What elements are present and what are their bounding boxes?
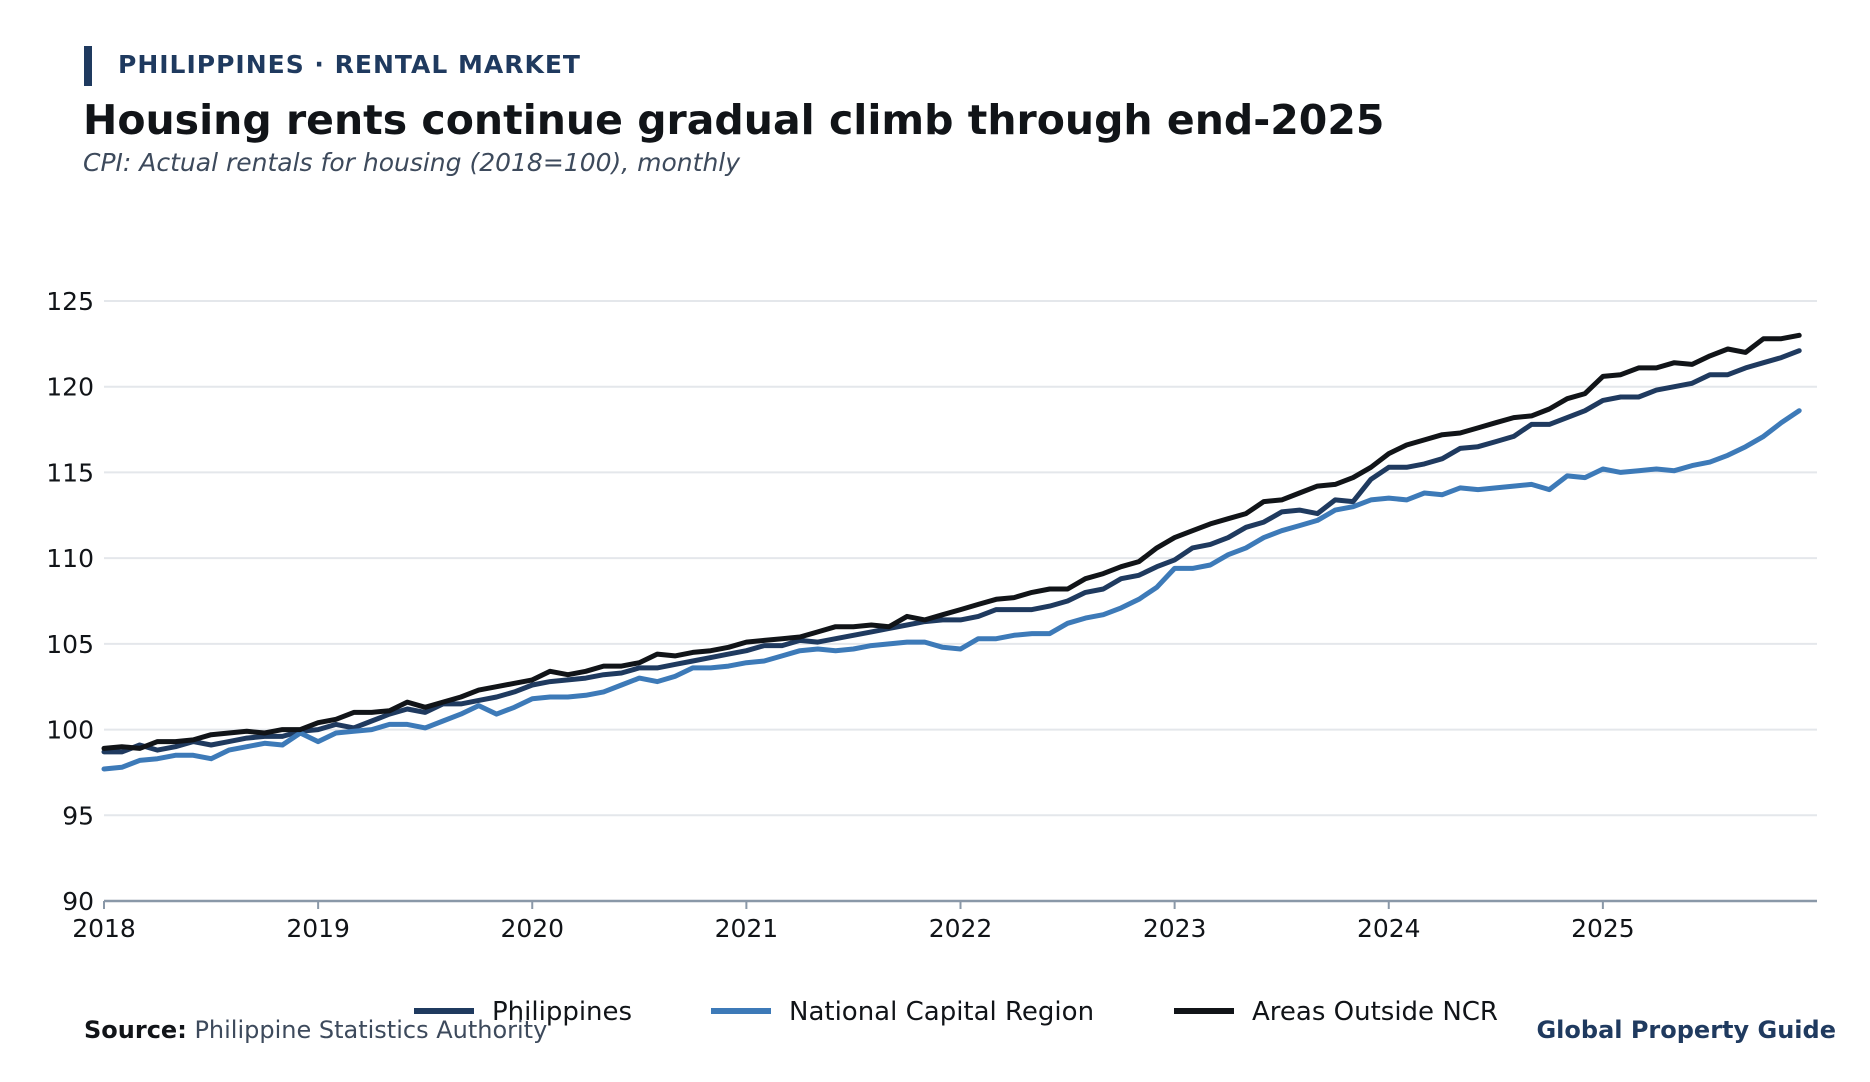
x-tick-label: 2025 — [1571, 914, 1635, 943]
series-line-national-capital-region — [101, 408, 1802, 772]
legend: Philippines National Capital Region Areas … — [414, 997, 1498, 1027]
legend-label-areas-outside-ncr: Areas Outside NCR — [1252, 997, 1498, 1027]
x-tick-label: 2019 — [286, 914, 350, 943]
brand-logo-text: Global Property Guide — [1536, 1016, 1836, 1044]
chart-title: Housing rents continue gradual climb thr… — [83, 96, 1385, 144]
x-tick-label: 2023 — [1143, 914, 1207, 943]
kicker-accent-bar — [84, 46, 92, 86]
y-tick-label: 90 — [62, 887, 94, 916]
y-tick-label: 105 — [46, 630, 94, 659]
source-label: Source: — [84, 1016, 187, 1044]
x-axis-ticks: 2018 2019 2020 2021 2022 2023 2024 2025 — [72, 901, 1635, 943]
x-tick-label: 2022 — [929, 914, 993, 943]
series-line-philippines — [101, 348, 1802, 755]
y-axis-ticks: 90 95 100 105 110 115 120 125 — [46, 287, 94, 916]
x-tick-label: 2024 — [1357, 914, 1421, 943]
x-tick-label: 2020 — [500, 914, 564, 943]
y-tick-label: 100 — [46, 716, 94, 745]
y-tick-label: 125 — [46, 287, 94, 316]
y-tick-label: 95 — [62, 801, 94, 830]
series-line-areas-outside-ncr — [101, 332, 1802, 751]
series-lines — [101, 332, 1802, 772]
legend-label-national-capital-region: National Capital Region — [789, 997, 1094, 1027]
x-tick-label: 2018 — [72, 914, 136, 943]
y-tick-label: 120 — [46, 373, 94, 402]
source-note: Source: Philippine Statistics Authority — [84, 1016, 547, 1044]
chart-kicker: PHILIPPINES · RENTAL MARKET — [118, 50, 581, 79]
x-tick-label: 2021 — [715, 914, 779, 943]
y-tick-label: 110 — [46, 544, 94, 573]
y-tick-label: 115 — [46, 458, 94, 487]
source-text: Philippine Statistics Authority — [194, 1016, 548, 1044]
gridlines — [104, 300, 1817, 903]
legend-label-philippines: Philippines — [492, 997, 632, 1027]
chart-subtitle: CPI: Actual rentals for housing (2018=10… — [83, 148, 741, 177]
